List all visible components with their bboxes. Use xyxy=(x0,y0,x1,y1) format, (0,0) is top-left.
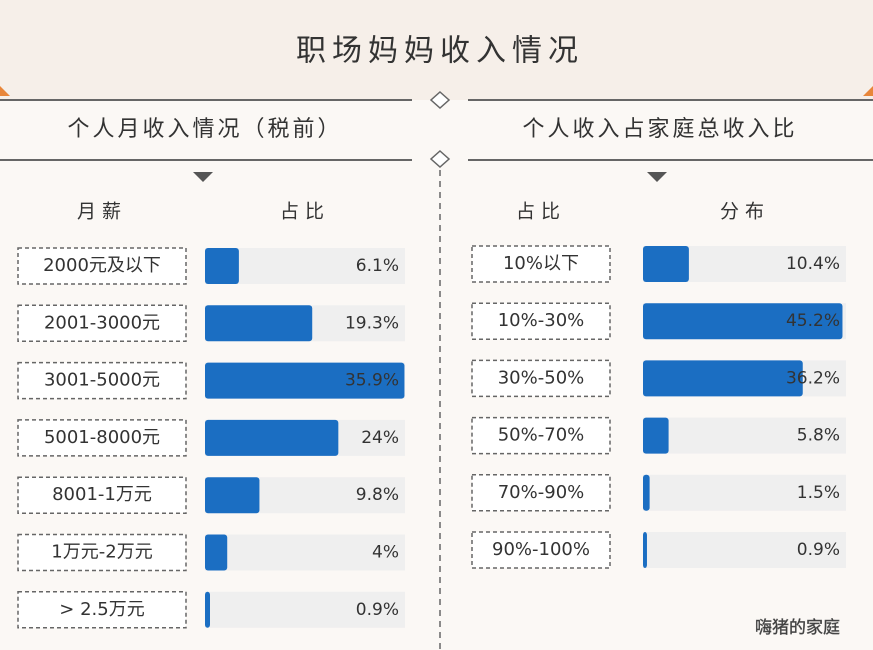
category-label: 2001-3000元 xyxy=(44,312,160,333)
bar xyxy=(205,591,210,628)
category-box xyxy=(471,302,611,340)
bar xyxy=(205,305,313,342)
value-label: 1.5% xyxy=(797,483,840,503)
category-box xyxy=(17,533,187,572)
bar-track xyxy=(643,474,846,511)
category-label: > 2.5万元 xyxy=(59,599,144,620)
bar xyxy=(205,419,339,456)
dividers xyxy=(0,90,873,650)
category-box xyxy=(471,245,611,283)
bar-track xyxy=(205,591,405,628)
bar xyxy=(643,246,689,282)
category-label: 10%以下 xyxy=(503,253,579,274)
value-label: 19.3% xyxy=(345,313,399,333)
value-label: 6.1% xyxy=(356,256,399,276)
bar xyxy=(205,362,405,399)
category-label: 90%-100% xyxy=(492,539,590,560)
bar xyxy=(205,248,239,284)
category-label: 3001-5000元 xyxy=(44,370,160,391)
category-box xyxy=(17,304,187,343)
value-label: 0.9% xyxy=(356,600,399,620)
category-box xyxy=(17,247,187,285)
category-label: 2000元及以下 xyxy=(43,255,161,276)
bar-track xyxy=(643,417,846,454)
category-label: 8001-1万元 xyxy=(52,484,152,505)
subtitle: 个人月收入情况（税前） xyxy=(67,117,342,142)
category-label: 5001-8000元 xyxy=(44,427,160,448)
bar xyxy=(643,417,669,454)
value-label: 36.2% xyxy=(786,368,840,388)
column-header: 占比 xyxy=(516,201,566,223)
subtitle: 个人收入占家庭总收入比 xyxy=(522,117,797,142)
category-label: 10%-30% xyxy=(498,310,585,331)
bar xyxy=(205,534,228,571)
value-label: 24% xyxy=(361,428,399,448)
page-title: 职场妈妈收入情况 xyxy=(296,34,584,69)
bar-track xyxy=(205,534,405,571)
value-label: 5.8% xyxy=(797,426,840,446)
category-label: 70%-90% xyxy=(498,482,585,503)
bar xyxy=(205,477,260,514)
category-box xyxy=(17,419,187,457)
value-label: 10.4% xyxy=(786,254,840,274)
value-label: 0.9% xyxy=(797,540,840,560)
category-label: 1万元-2万元 xyxy=(51,542,152,563)
category-box xyxy=(17,591,187,629)
arrow xyxy=(193,172,667,182)
category-label: 30%-50% xyxy=(498,367,585,388)
column-header: 分布 xyxy=(720,201,770,223)
bar xyxy=(643,303,843,340)
column-header: 月薪 xyxy=(77,201,127,223)
value-label: 45.2% xyxy=(786,311,840,331)
value-label: 9.8% xyxy=(356,485,399,505)
category-box xyxy=(471,416,611,455)
category-label: 50%-70% xyxy=(498,425,585,446)
bar-track xyxy=(643,532,846,568)
watermark: 嗨猪的家庭 xyxy=(755,618,840,638)
category-box xyxy=(17,361,187,400)
category-box xyxy=(471,531,611,569)
bar xyxy=(643,532,647,568)
bar xyxy=(643,474,650,511)
category-box xyxy=(471,359,611,398)
column-header: 占比 xyxy=(280,201,330,223)
category-box xyxy=(17,476,187,514)
value-label: 4% xyxy=(372,543,399,563)
bar xyxy=(643,360,803,397)
category-box xyxy=(471,474,611,512)
value-label: 35.9% xyxy=(345,371,399,391)
header-bg xyxy=(0,0,873,100)
